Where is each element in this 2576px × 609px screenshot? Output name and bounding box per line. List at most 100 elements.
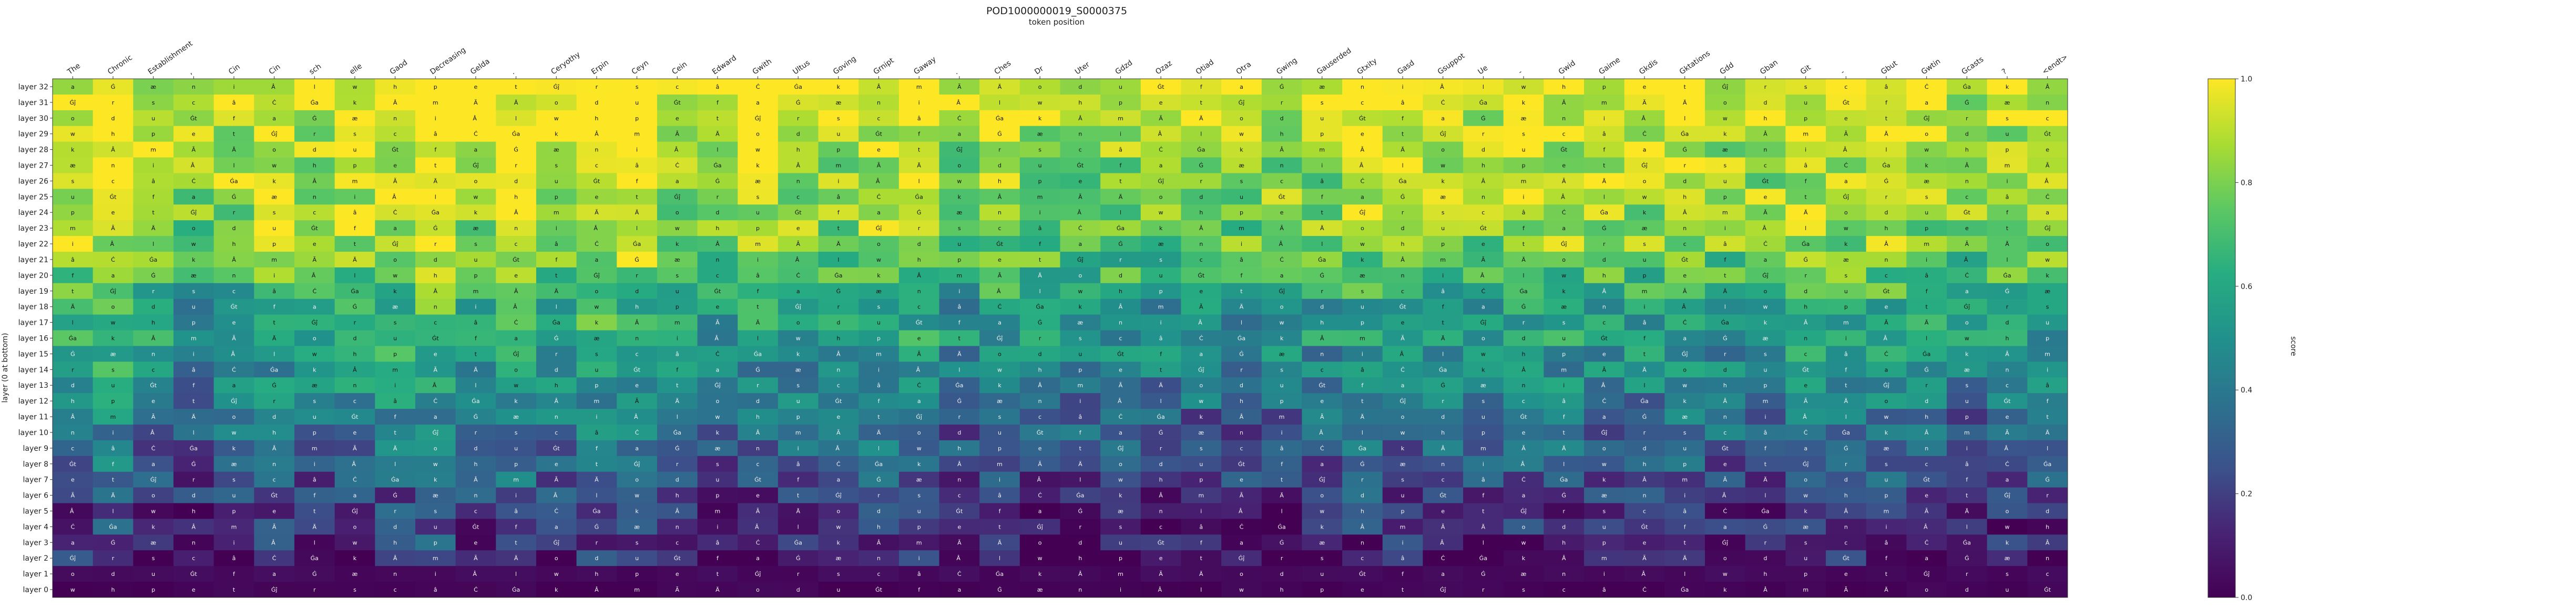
cell-label: â xyxy=(796,461,800,468)
cell-label: m xyxy=(1440,256,1446,263)
cell-label: Ġĵ xyxy=(1803,461,1810,468)
cell-label: p xyxy=(877,335,881,342)
heatmap-cell xyxy=(496,94,537,111)
cell-label: Ġa xyxy=(351,288,359,295)
heatmap-cell xyxy=(2027,220,2068,236)
heatmap-cell xyxy=(818,110,859,127)
heatmap-cell xyxy=(1019,189,1060,205)
cell-label: e xyxy=(192,131,196,138)
cell-label: i xyxy=(1120,586,1121,593)
cell-label: r xyxy=(2046,492,2049,499)
cell-label: l xyxy=(1966,523,1968,530)
heatmap-cell xyxy=(979,110,1020,127)
heatmap-cell xyxy=(1060,236,1101,252)
heatmap-cell xyxy=(53,393,94,409)
y-tick-label: layer 18 xyxy=(18,303,48,312)
cell-label: æ xyxy=(513,414,519,420)
cell-label: c xyxy=(1925,461,1928,468)
cell-label: Ġĵ xyxy=(513,350,520,357)
cell-label: e xyxy=(313,241,316,247)
cell-label: n xyxy=(877,99,881,106)
heatmap-cell xyxy=(1140,110,1181,127)
cell-label: r xyxy=(354,319,356,326)
heatmap-cell xyxy=(53,298,94,315)
cell-label: t xyxy=(233,586,236,593)
heatmap-cell xyxy=(1181,220,1222,236)
cell-label: Ġ xyxy=(1441,382,1446,389)
heatmap-cell xyxy=(1181,283,1222,300)
cell-label: Â xyxy=(836,350,841,357)
heatmap-cell xyxy=(576,220,617,236)
cell-label: k xyxy=(1200,414,1203,420)
cell-label: o xyxy=(514,366,518,373)
y-tick-label: layer 28 xyxy=(18,146,48,154)
cell-label: i xyxy=(1120,131,1121,138)
cell-label: d xyxy=(676,477,679,483)
cell-label: â xyxy=(232,555,236,562)
cell-label: Ġt xyxy=(271,492,278,499)
y-tick-label: layer 15 xyxy=(18,350,48,358)
heatmap-cell xyxy=(1785,189,1826,205)
cell-label: t xyxy=(233,131,236,138)
cell-label: Â xyxy=(1602,288,1607,295)
cell-label: i xyxy=(233,84,234,90)
cell-label: Ġĵ xyxy=(1601,429,1608,436)
cell-label: Ġĵ xyxy=(1239,99,1245,106)
cell-label: n xyxy=(2046,99,2049,106)
heatmap-cell xyxy=(1543,189,1585,205)
cell-label: s xyxy=(796,382,800,389)
cell-label: a xyxy=(1522,492,1526,499)
cell-label: m xyxy=(1077,382,1083,389)
cell-label: Ã xyxy=(1642,99,1647,106)
cell-label: æ xyxy=(594,335,600,342)
heatmap-cell xyxy=(496,157,537,173)
heatmap-cell xyxy=(133,314,174,331)
heatmap-cell xyxy=(657,94,698,111)
heatmap-cell xyxy=(1302,110,1343,127)
heatmap-cell xyxy=(375,377,416,394)
cell-label: Ġt xyxy=(1923,477,1930,483)
cell-label: Â xyxy=(957,461,962,468)
cell-label: Â xyxy=(594,225,599,232)
colorbar-tick-label: 0.8 xyxy=(2241,179,2252,187)
cell-label: Ġĵ xyxy=(553,84,560,90)
heatmap-cell xyxy=(1503,346,1544,362)
chart-title: POD1000000019_S0000375 xyxy=(986,5,1128,17)
cell-label: u xyxy=(1885,477,1888,483)
cell-label: æ xyxy=(554,147,559,153)
heatmap-cell xyxy=(778,141,819,158)
cell-label: i xyxy=(1684,492,1685,499)
heatmap-cell xyxy=(1019,94,1060,111)
cell-label: k xyxy=(635,508,639,515)
cell-label: l xyxy=(1079,477,1081,483)
cell-label: i xyxy=(918,99,920,106)
heatmap-cell xyxy=(1664,141,1705,158)
cell-label: i xyxy=(193,350,195,357)
cell-label: t xyxy=(1684,539,1686,546)
heatmap-cell xyxy=(1785,236,1826,252)
cell-label: Ä xyxy=(434,178,438,184)
y-tick-label: layer 24 xyxy=(18,209,48,217)
cell-label: e xyxy=(151,398,155,405)
heatmap-cell xyxy=(1302,377,1343,394)
heatmap-cell xyxy=(455,377,496,394)
cell-label: t xyxy=(394,429,396,436)
heatmap-cell xyxy=(1664,346,1705,362)
cell-label: e xyxy=(676,115,679,122)
heatmap-cell xyxy=(1060,126,1101,142)
x-tick-label: Gwith xyxy=(751,57,773,76)
cell-label: Ġt xyxy=(875,586,883,593)
heatmap-cell xyxy=(818,362,859,378)
heatmap-cell xyxy=(939,236,980,252)
cell-label: Ä xyxy=(1320,225,1324,232)
cell-label: Ġt xyxy=(1359,571,1366,577)
heatmap-cell xyxy=(1100,330,1141,346)
x-tick-label: Gdd xyxy=(1719,61,1736,77)
cell-label: r xyxy=(313,131,316,138)
heatmap-cell xyxy=(1947,283,1988,300)
x-tick-label: Gaod xyxy=(389,58,409,76)
heatmap-cell xyxy=(1019,79,1060,95)
heatmap-cell xyxy=(898,267,940,284)
cell-label: Ä xyxy=(1361,414,1365,420)
cell-label: i xyxy=(677,335,678,342)
